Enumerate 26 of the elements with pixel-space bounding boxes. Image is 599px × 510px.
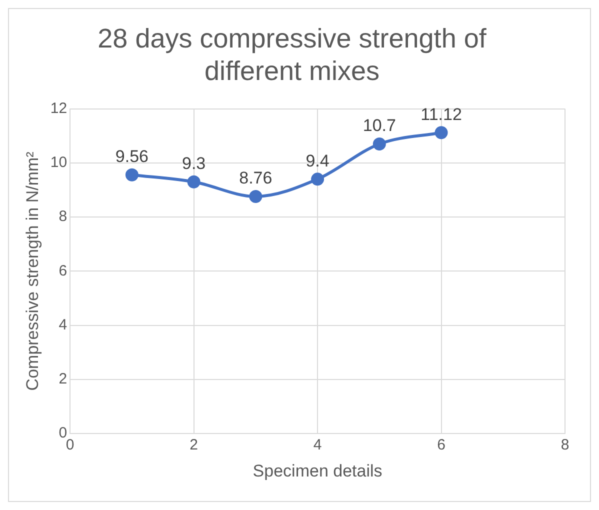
y-tick-label: 6 (58, 262, 68, 280)
point (125, 168, 138, 182)
x-tick-label: 2 (190, 436, 198, 454)
point (187, 175, 200, 188)
data-label: 9.56 (115, 147, 148, 166)
data-label: 10.7 (362, 116, 396, 136)
x-axis-title: Specimen details (252, 461, 382, 480)
y-tick-label: 12 (50, 100, 68, 117)
data-label: 8.76 (239, 168, 272, 188)
data-label: 11.12 (420, 104, 462, 124)
x-tick-label: 4 (313, 436, 322, 454)
x-tick-label: 8 (560, 436, 570, 454)
y-axis-title: Compressive strength in N/mm² (22, 151, 42, 391)
y-tick-label: 4 (58, 316, 68, 334)
data-label: 9.3 (182, 154, 206, 174)
y-tick-label: 10 (50, 154, 68, 172)
y-tick-label: 0 (58, 424, 68, 442)
y-tick-label: 2 (58, 370, 68, 388)
point (249, 190, 262, 203)
y-tick-label: 8 (58, 208, 68, 226)
point (372, 137, 386, 150)
point (311, 172, 324, 186)
point (434, 126, 448, 140)
x-tick-label: 6 (437, 436, 446, 454)
data-label: 9.4 (306, 151, 330, 170)
chart-title: 28 days compressive strength of different mixes (98, 24, 487, 86)
